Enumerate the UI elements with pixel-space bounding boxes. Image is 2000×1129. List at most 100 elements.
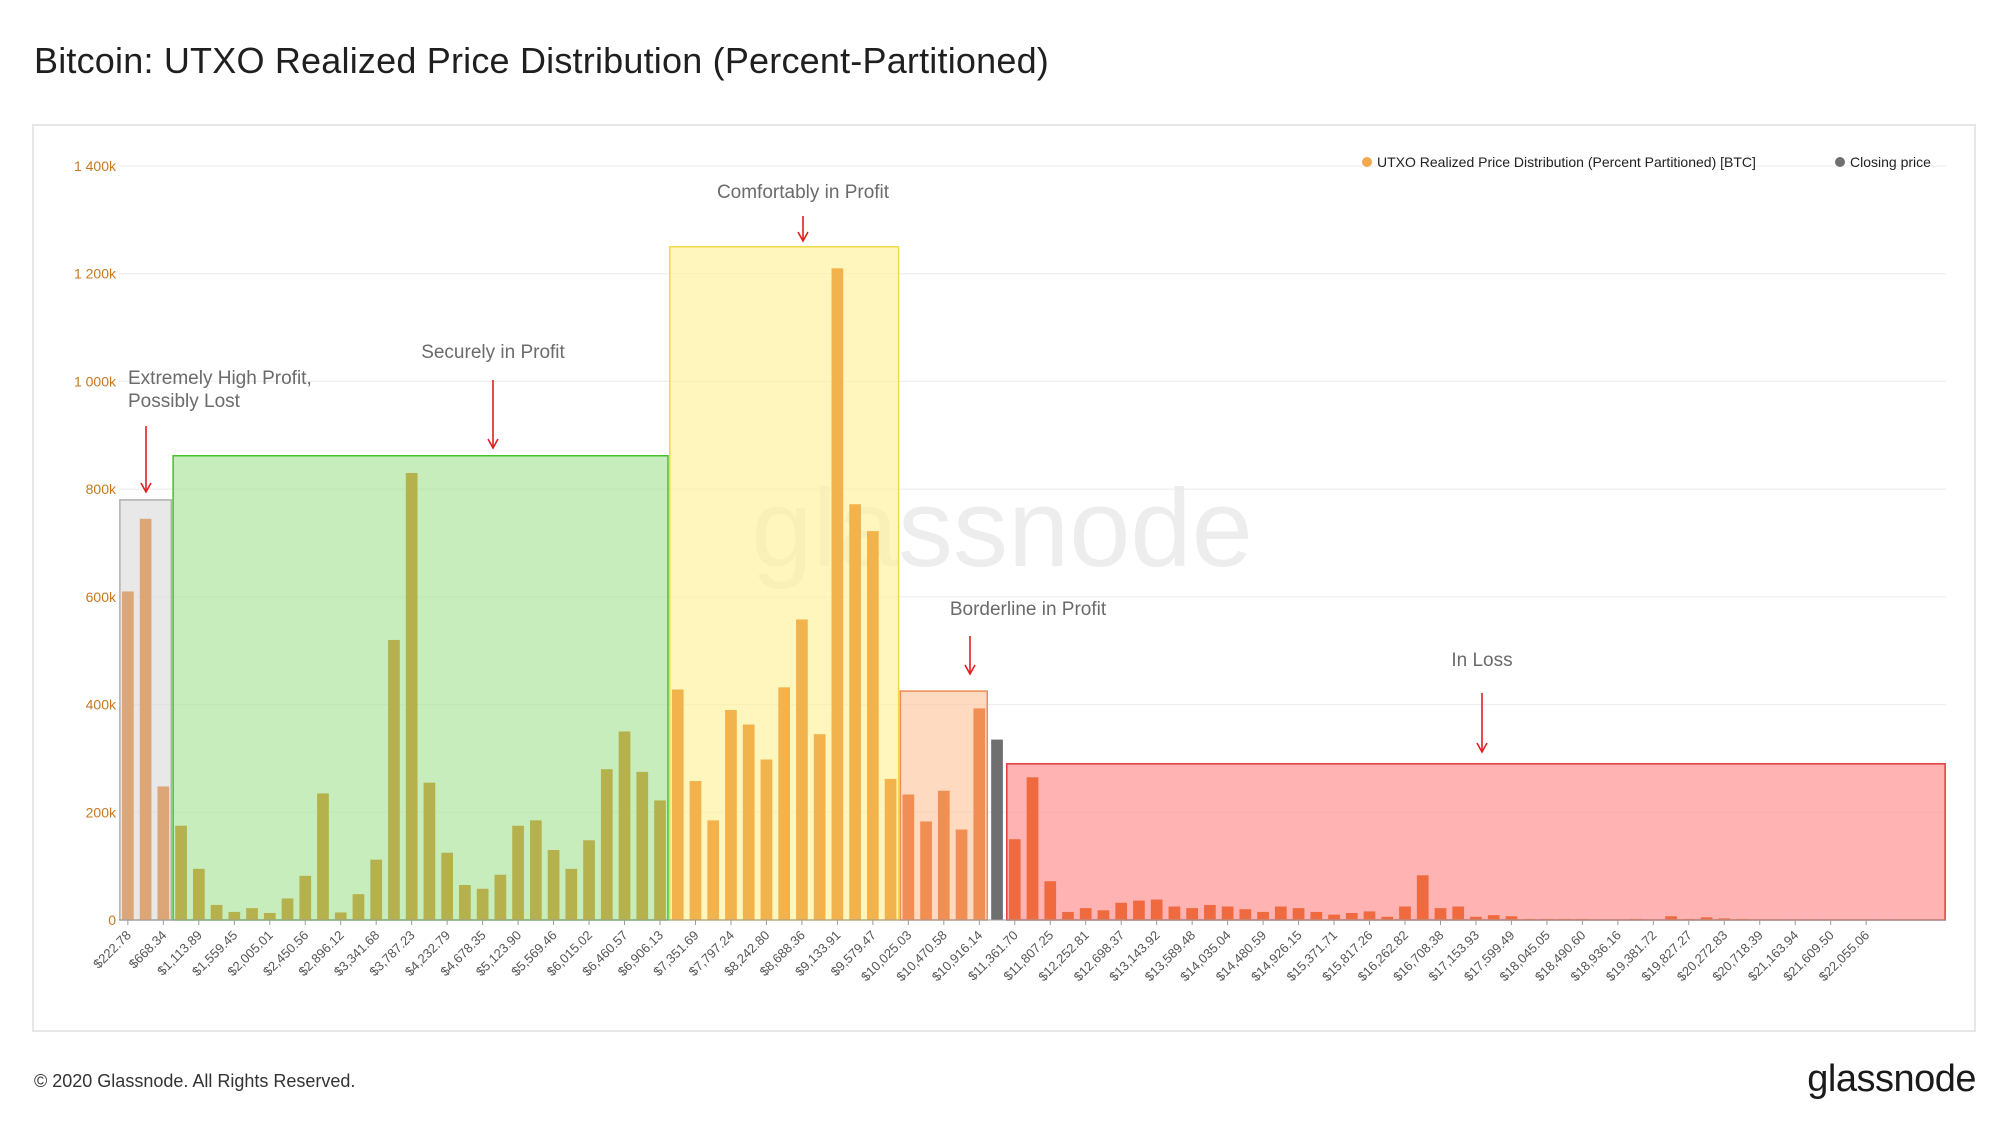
y-tick-label: 1 000k <box>74 373 117 389</box>
distribution-bar <box>139 518 152 920</box>
annotation-arrowhead <box>797 231 809 243</box>
distribution-bar <box>175 825 187 920</box>
distribution-bar <box>1150 899 1163 920</box>
zone-box <box>1006 763 1946 921</box>
distribution-bar <box>902 794 915 920</box>
distribution-bar <box>1505 916 1518 920</box>
glassnode-logo[interactable]: glassnode <box>1807 1058 1976 1100</box>
distribution-bar <box>1487 915 1500 920</box>
distribution-bar <box>1470 916 1482 920</box>
annotation-arrowhead <box>964 664 976 676</box>
distribution-bar <box>1523 918 1536 920</box>
zone-label: Securely in Profit <box>421 342 565 363</box>
distribution-bar <box>1186 908 1198 920</box>
distribution-bar <box>725 709 737 920</box>
distribution-bar <box>1452 906 1465 920</box>
distribution-bar <box>1079 908 1092 920</box>
distribution-bar <box>689 781 702 920</box>
distribution-bar <box>1204 904 1216 920</box>
distribution-bar <box>370 859 383 920</box>
distribution-bar <box>1700 917 1713 920</box>
distribution-bar <box>600 769 613 920</box>
distribution-bar <box>778 687 791 920</box>
annotation-arrowhead <box>140 482 152 494</box>
distribution-bar <box>476 888 489 920</box>
legend-label-closing-price: Closing price <box>1850 154 1931 170</box>
distribution-bar <box>246 908 258 920</box>
zone-box <box>172 455 669 921</box>
distribution-bar <box>1541 918 1553 920</box>
distribution-bar <box>760 759 773 920</box>
distribution-bar <box>529 820 542 920</box>
distribution-bar <box>1133 900 1145 920</box>
distribution-bar <box>849 504 861 920</box>
distribution-bar <box>423 782 436 920</box>
copyright-text: © 2020 Glassnode. All Rights Reserved. <box>34 1071 356 1091</box>
distribution-bar <box>1363 911 1376 920</box>
zone-label: Extremely High Profit, <box>128 368 312 389</box>
distribution-bar <box>352 894 365 920</box>
annotation-arrowhead <box>487 438 499 450</box>
x-tick-label: $222.78 <box>90 928 134 972</box>
distribution-bar <box>1665 916 1677 920</box>
distribution-bar <box>441 852 454 920</box>
distribution-bar <box>1416 875 1429 920</box>
distribution-bar <box>1718 918 1731 920</box>
distribution-bar <box>618 731 631 920</box>
distribution-bar <box>1292 908 1305 920</box>
distribution-bar <box>1310 911 1323 920</box>
zone-label: Comfortably in Profit <box>717 182 890 203</box>
closing-price-bar <box>991 739 1003 920</box>
annotations: Extremely High Profit,Possibly Lost Secur… <box>128 182 1513 754</box>
distribution-bar <box>1239 909 1252 920</box>
distribution-bar <box>1115 902 1128 920</box>
distribution-bar <box>281 898 294 920</box>
distribution-bar <box>1381 916 1394 920</box>
distribution-bar <box>263 912 276 920</box>
distribution-bar <box>1221 906 1234 920</box>
distribution-bar <box>937 790 950 920</box>
chart-frame: glassnode 0 200k 400k 600k 800k 1 000k 1 200k 1… <box>32 124 1976 1032</box>
distribution-bar <box>1328 914 1340 920</box>
distribution-bar <box>317 793 329 920</box>
distribution-bar <box>1274 906 1287 920</box>
distribution-bar <box>210 904 223 920</box>
distribution-bar <box>1399 906 1411 920</box>
distribution-bar <box>157 786 170 920</box>
distribution-bar <box>512 825 524 920</box>
distribution-bar <box>1062 911 1074 920</box>
distribution-bar <box>122 591 134 920</box>
distribution-bar <box>654 800 666 920</box>
distribution-bar <box>1345 912 1358 920</box>
distribution-bar <box>583 840 595 920</box>
distribution-bar <box>1576 918 1589 920</box>
distribution-bar <box>973 708 986 920</box>
legend-swatch-distribution <box>1362 157 1372 167</box>
y-tick-label: 200k <box>86 804 117 820</box>
y-tick-label: 1 400k <box>74 158 117 174</box>
distribution-bar <box>405 472 418 920</box>
distribution-bar <box>796 619 808 920</box>
distribution-bar <box>565 868 578 920</box>
distribution-bar <box>1168 906 1181 920</box>
legend-label-distribution: UTXO Realized Price Distribution (Percen… <box>1377 154 1756 170</box>
distribution-bar <box>707 820 720 920</box>
distribution-bar <box>1434 908 1447 920</box>
distribution-bar <box>228 911 241 920</box>
y-tick-label: 0 <box>108 912 116 928</box>
distribution-bar <box>547 849 560 920</box>
distribution-bar <box>459 884 471 920</box>
y-tick-label: 600k <box>86 589 117 605</box>
distribution-bar <box>813 734 826 920</box>
distribution-bar <box>867 531 879 920</box>
distribution-bar <box>192 868 205 920</box>
distribution-bar <box>334 912 347 920</box>
y-tick-label: 1 200k <box>74 266 117 282</box>
distribution-bar <box>636 771 649 920</box>
distribution-bar <box>671 689 684 920</box>
distribution-bar <box>742 724 755 920</box>
y-tick-label: 800k <box>86 481 117 497</box>
legend[interactable]: UTXO Realized Price Distribution (Percen… <box>1362 154 1931 170</box>
distribution-bar <box>494 874 507 920</box>
